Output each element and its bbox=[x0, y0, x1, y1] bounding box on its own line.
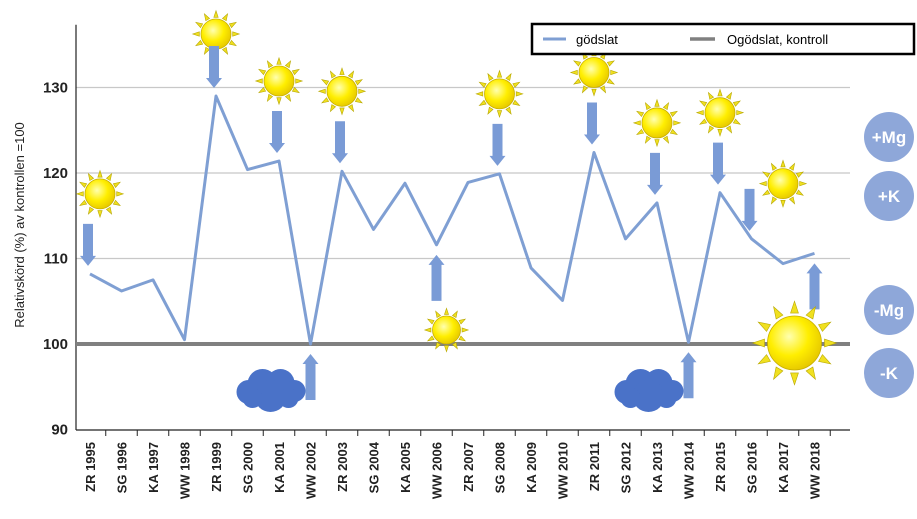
x-tick-label: SG 2012 bbox=[619, 442, 634, 493]
x-tick-label: KA 2005 bbox=[398, 442, 413, 493]
arrow-down-icon bbox=[332, 121, 348, 164]
sun-icon bbox=[254, 56, 304, 106]
arrow-up-icon bbox=[428, 254, 445, 301]
y-tick-label: 120 bbox=[43, 165, 68, 182]
x-tick-label: ZR 2007 bbox=[461, 442, 476, 492]
nutrient-badge bbox=[864, 171, 914, 221]
arrow-up-icon bbox=[806, 263, 823, 310]
tick-labels: 90 100 110 120 130 ZR 1995 SG 1996 KA 1997 WW 19… bbox=[43, 80, 823, 500]
weather-icons bbox=[75, 9, 838, 412]
sun-icon bbox=[423, 307, 470, 353]
nutrient-badges: +Mg +K -Mg -K bbox=[864, 112, 914, 398]
arrow-down-icon bbox=[584, 102, 600, 145]
sun-icon bbox=[758, 159, 808, 208]
series-line bbox=[89, 94, 815, 346]
nutrient-badge bbox=[864, 285, 914, 335]
x-tick-label: ZR 1995 bbox=[83, 442, 98, 492]
sun-icon bbox=[475, 69, 524, 119]
arrow-down-icon bbox=[269, 111, 285, 154]
sun-icon bbox=[632, 98, 682, 148]
nutrient-badge-label: -Mg bbox=[874, 301, 904, 320]
x-tick-label: ZR 2015 bbox=[713, 442, 728, 492]
x-tick-label: WW 2014 bbox=[682, 441, 697, 499]
sun-icon bbox=[317, 67, 367, 116]
sun-icon bbox=[75, 169, 125, 219]
x-tick-label: SG 2004 bbox=[367, 441, 382, 493]
x-tick-label: SG 2000 bbox=[241, 442, 256, 493]
x-tick-label: ZR 1999 bbox=[209, 442, 224, 492]
x-tick-label: ZR 2003 bbox=[335, 442, 350, 492]
cloud-icon bbox=[236, 369, 306, 412]
arrow-up-icon bbox=[302, 354, 319, 400]
axes bbox=[75, 24, 850, 436]
cloud-icon bbox=[614, 369, 684, 412]
y-tick-label: 130 bbox=[43, 80, 68, 97]
x-tick-label: KA 2009 bbox=[524, 442, 539, 493]
x-tick-label: WW 2002 bbox=[304, 442, 319, 499]
x-tick-label: KA 2001 bbox=[272, 442, 287, 493]
x-tick-label: KA 1997 bbox=[146, 442, 161, 493]
nutrient-badge bbox=[864, 112, 914, 162]
x-tick-label: ZR 2011 bbox=[587, 442, 602, 491]
arrow-down-icon bbox=[741, 188, 758, 231]
nutrient-badge-label: -K bbox=[880, 364, 899, 383]
legend-label-fertilized: gödslat bbox=[576, 32, 618, 47]
x-tick-label: SG 2016 bbox=[745, 442, 760, 493]
legend: gödslat Ogödslat, kontroll bbox=[530, 22, 916, 56]
x-tick-label: KA 2017 bbox=[776, 442, 791, 493]
arrow-down-icon bbox=[206, 46, 222, 89]
arrow-up-icon bbox=[680, 352, 697, 399]
y-tick-label: 100 bbox=[43, 336, 68, 353]
x-tick-label: WW 1998 bbox=[178, 442, 193, 499]
sun-icon bbox=[569, 48, 619, 97]
x-tick-label: WW 2010 bbox=[556, 442, 571, 499]
sun-icon bbox=[695, 88, 745, 137]
x-tick-label: WW 2018 bbox=[808, 442, 823, 499]
y-tick-label: 90 bbox=[51, 422, 68, 439]
gridlines bbox=[76, 86, 850, 345]
nutrient-badge-label: +K bbox=[878, 187, 901, 206]
nutrient-badge-label: +Mg bbox=[872, 128, 906, 147]
arrow-down-icon bbox=[80, 223, 96, 266]
x-tick-label: WW 2006 bbox=[430, 442, 445, 499]
x-tick-label: KA 2013 bbox=[650, 442, 665, 493]
sun-icon bbox=[751, 300, 838, 386]
arrow-down-icon bbox=[489, 123, 506, 166]
y-tick-label: 110 bbox=[44, 251, 68, 268]
arrow-down-icon bbox=[710, 142, 726, 185]
nutrient-badge bbox=[864, 348, 914, 398]
legend-label-control: Ogödslat, kontroll bbox=[727, 32, 828, 47]
fertilized-series-line bbox=[89, 94, 815, 346]
x-tick-label: SG 2008 bbox=[493, 442, 508, 493]
arrow-down-icon bbox=[647, 152, 663, 195]
x-tick-label: SG 1996 bbox=[115, 442, 130, 493]
y-axis-label: Relativskörd (%) av kontrollen =100 bbox=[12, 122, 27, 328]
